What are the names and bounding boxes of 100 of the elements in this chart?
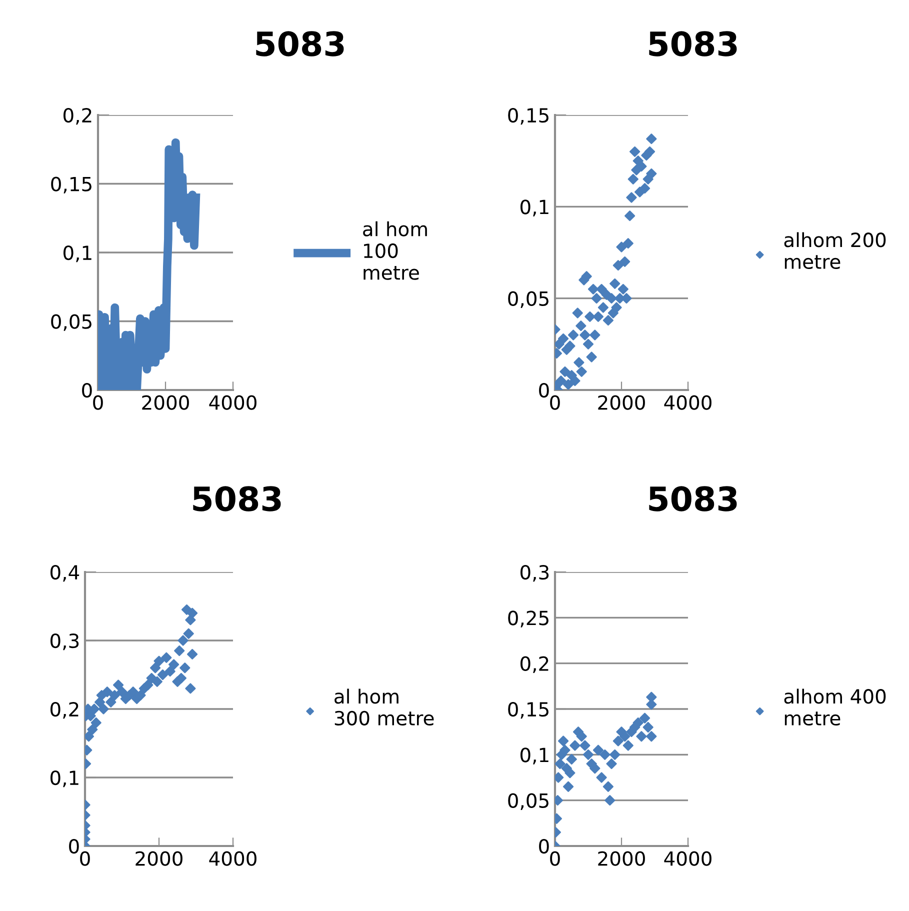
point <box>591 293 602 304</box>
point <box>183 628 194 639</box>
point <box>102 686 112 698</box>
legend-label: al hom 100 metre <box>363 221 427 280</box>
chart-title: 5083 <box>649 486 737 512</box>
y-tick-label: 0,2 <box>50 702 78 719</box>
point <box>168 659 180 670</box>
point <box>636 161 647 172</box>
point <box>87 724 98 735</box>
point <box>574 357 584 368</box>
chart-title: 5083 <box>193 486 281 512</box>
point <box>572 308 583 318</box>
x-tick-label: 0 <box>93 395 103 410</box>
x-tick-label: 0 <box>550 395 560 410</box>
y-tick-label: 0,05 <box>51 314 92 331</box>
point <box>150 662 161 674</box>
y-tick-label: 0,15 <box>508 702 548 719</box>
point <box>90 717 102 728</box>
point <box>564 768 576 778</box>
point <box>558 736 569 746</box>
y-tick-label: 0,3 <box>520 564 549 582</box>
point <box>187 648 198 660</box>
point <box>576 731 587 742</box>
point <box>564 340 576 352</box>
point <box>620 731 630 742</box>
point <box>174 645 185 656</box>
point <box>570 740 580 751</box>
point <box>644 146 656 157</box>
point <box>582 338 594 350</box>
point <box>632 717 644 728</box>
point <box>646 699 657 710</box>
point <box>639 183 650 194</box>
point <box>612 736 624 746</box>
x-tick-label: 2000 <box>142 395 189 410</box>
point <box>626 192 637 203</box>
y-tick-label: 0 <box>539 382 549 398</box>
point <box>596 772 607 783</box>
point <box>580 330 590 340</box>
point <box>628 174 638 184</box>
point <box>154 656 164 666</box>
point <box>580 740 590 751</box>
point <box>558 333 569 344</box>
point <box>646 731 657 742</box>
point <box>596 284 607 294</box>
y-tick-label: 0,2 <box>520 656 548 673</box>
point <box>622 740 634 751</box>
point <box>187 608 198 618</box>
point <box>555 338 564 350</box>
point <box>185 614 196 626</box>
text: 5083 <box>256 31 344 56</box>
point <box>610 749 620 760</box>
y-tick-label: 0,25 <box>508 610 548 628</box>
point <box>560 744 570 756</box>
y-tick-label: 0,05 <box>508 291 548 308</box>
y-tick-label: 0,15 <box>508 108 548 125</box>
point <box>639 712 650 724</box>
point <box>602 781 614 792</box>
y-tick-label: 0 <box>69 838 79 854</box>
point <box>592 311 604 322</box>
y-tick-label: 0,1 <box>64 245 92 262</box>
y-tick-label: 0,2 <box>64 108 92 125</box>
point <box>598 302 609 313</box>
y-tick-label: 0,15 <box>51 176 92 194</box>
y-tick-label: 0,4 <box>50 564 80 582</box>
y-tick-label: 0 <box>82 382 92 398</box>
point <box>570 376 580 386</box>
point <box>646 168 657 179</box>
point <box>98 704 109 714</box>
legend-label: al hom 300 metre <box>334 688 434 726</box>
legend-label: alhom 200 metre <box>784 232 886 270</box>
point <box>106 696 116 708</box>
x-tick-label: 2000 <box>136 851 182 866</box>
x-tick-label: 4000 <box>664 851 712 866</box>
point <box>161 652 172 663</box>
point <box>636 731 647 742</box>
y-tick-label: 0,1 <box>50 770 78 788</box>
point <box>592 744 604 756</box>
x-tick-label: 0 <box>550 851 560 866</box>
point <box>642 722 654 733</box>
x-tick-label: 4000 <box>664 395 712 410</box>
point <box>128 686 138 698</box>
y-tick-label: 0,3 <box>50 633 79 650</box>
point <box>606 293 617 304</box>
point <box>582 749 594 760</box>
point <box>616 242 627 252</box>
y-tick-label: 0,05 <box>508 793 548 810</box>
chart-title: 5083 <box>649 31 737 56</box>
point <box>563 781 574 792</box>
point <box>611 302 622 313</box>
point <box>606 758 617 770</box>
point <box>185 683 196 694</box>
point <box>142 680 154 690</box>
point <box>646 134 657 144</box>
point <box>600 749 610 760</box>
point <box>180 662 190 674</box>
point <box>622 238 634 249</box>
point <box>590 330 600 340</box>
x-tick-label: 4000 <box>209 851 256 866</box>
y-tick-label: 0,1 <box>520 748 548 764</box>
y-tick-label: 0,1 <box>520 200 548 216</box>
